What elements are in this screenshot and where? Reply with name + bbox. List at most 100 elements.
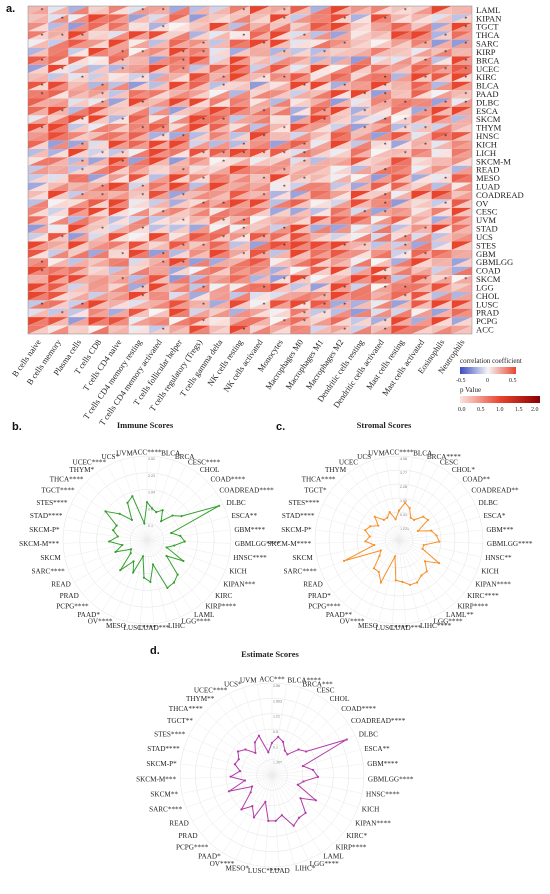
heatmap-cell-p — [149, 6, 170, 15]
heatmap-cell-corr — [431, 325, 452, 334]
significance-mark: * — [61, 67, 64, 73]
heatmap-cell-p — [108, 191, 129, 200]
significance-mark: * — [101, 227, 104, 233]
radar-data-point — [257, 734, 260, 737]
heatmap-cell-p — [28, 31, 49, 40]
heatmap-cell-p — [330, 325, 351, 334]
radar-data-point — [240, 808, 243, 811]
heatmap-cell-corr — [229, 199, 250, 208]
heatmap-cell-p — [28, 64, 49, 74]
heatmap-cell-corr — [48, 14, 69, 23]
heatmap-cell-p — [310, 22, 331, 32]
significance-mark: * — [404, 294, 407, 300]
heatmap-cell-corr — [431, 48, 452, 57]
heatmap-cell-p — [330, 140, 351, 149]
heatmap-cell-p — [68, 241, 89, 250]
heatmap-cell-p — [270, 56, 291, 65]
heatmap-cell-p — [28, 39, 49, 49]
radar-spoke — [77, 492, 148, 541]
heatmap-cell-p — [350, 266, 372, 276]
heatmap-cell-corr — [431, 291, 452, 301]
heatmap-row-label: MESO — [476, 173, 500, 183]
heatmap-cell-p — [68, 123, 89, 133]
heatmap-cell-p — [451, 308, 472, 318]
heatmap-cell-p — [290, 48, 311, 57]
heatmap-cell-p — [48, 249, 69, 259]
significance-mark: * — [81, 159, 84, 165]
heatmap-cell-p — [128, 266, 150, 276]
heatmap-cell-corr — [128, 300, 150, 309]
heatmap-cell-p — [189, 182, 210, 192]
heatmap-cell-p — [229, 266, 250, 276]
radar-axis-label: GBM**** — [367, 760, 398, 768]
heatmap-cell-corr — [108, 233, 129, 242]
heatmap-cell-corr — [68, 300, 89, 309]
heatmap-cell-corr — [391, 140, 412, 149]
heatmap-cell-p — [229, 31, 250, 40]
heatmap-cell-corr — [209, 98, 230, 107]
heatmap-cell-corr — [108, 249, 129, 259]
heatmap-cell-corr — [169, 48, 190, 57]
heatmap-cell-corr — [431, 106, 452, 116]
significance-mark: * — [41, 260, 44, 266]
heatmap-cell-p — [431, 317, 452, 326]
radar-axis-label: CESC — [440, 459, 458, 467]
heatmap-cell-corr — [88, 98, 109, 107]
heatmap-cell-corr — [229, 266, 250, 276]
significance-mark: * — [303, 151, 306, 157]
radar-data-point — [132, 571, 135, 574]
heatmap-cell-p — [431, 191, 452, 200]
heatmap-cell-p — [350, 64, 372, 74]
heatmap-cell-corr — [108, 132, 129, 141]
heatmap-cell-corr — [431, 64, 452, 74]
heatmap-cell-corr — [68, 90, 89, 99]
heatmap-cell-p — [169, 64, 190, 74]
heatmap-cell-p — [48, 115, 69, 124]
heatmap-cell-p — [229, 249, 250, 259]
heatmap-cell-p — [310, 81, 331, 91]
heatmap-cell-p — [88, 6, 109, 15]
heatmap-cell-corr — [371, 275, 392, 284]
radar-spoke — [398, 503, 475, 541]
significance-mark: * — [464, 101, 467, 107]
heatmap-cell-corr — [68, 249, 89, 259]
heatmap-cell-corr — [48, 39, 69, 49]
heatmap-cell-p — [310, 325, 331, 334]
heatmap-cell-p — [330, 241, 351, 250]
heatmap-cell-corr — [108, 182, 129, 192]
heatmap-cell-corr — [330, 308, 351, 318]
heatmap-cell-corr — [411, 224, 432, 234]
significance-mark: * — [283, 168, 286, 174]
radar-data-point — [251, 805, 254, 808]
radar-axis-label: THCA**** — [302, 476, 336, 484]
heatmap-cell-corr — [108, 241, 129, 250]
heatmap-cell-p — [28, 258, 49, 267]
radar-ring-label: 1.007 — [273, 761, 282, 765]
heatmap-cell-p — [108, 325, 129, 334]
heatmap-cell-p — [229, 106, 250, 116]
heatmap-cell-p — [391, 216, 412, 225]
heatmap-cell-corr — [28, 258, 49, 267]
radar-axis-label: STES**** — [154, 730, 186, 738]
heatmap-cell-p — [330, 258, 351, 267]
heatmap-cell-p — [169, 140, 190, 149]
radar-spoke — [271, 684, 288, 776]
heatmap-cell-p — [391, 199, 412, 208]
heatmap-cell-p — [229, 317, 250, 326]
heatmap-cell-p — [411, 132, 432, 141]
heatmap-cell-p — [48, 283, 69, 292]
heatmap-cell-p — [149, 241, 170, 250]
significance-mark: * — [121, 159, 124, 165]
radar-spoke — [316, 539, 400, 558]
heatmap-cell-p — [350, 199, 372, 208]
radar-axis-label: LUSC**** — [124, 624, 157, 632]
heatmap-cell-corr — [149, 275, 170, 284]
heatmap-cell-p — [209, 325, 230, 334]
heatmap-cell-corr — [209, 182, 230, 192]
heatmap-cell-p — [169, 148, 190, 158]
heatmap-cell-p — [28, 224, 49, 234]
radar-ring-label: 3.52 — [148, 457, 155, 461]
heatmap-cell-corr — [88, 207, 109, 217]
radar-spoke — [271, 774, 295, 865]
radar-ring-label: 4.08 — [400, 457, 407, 461]
